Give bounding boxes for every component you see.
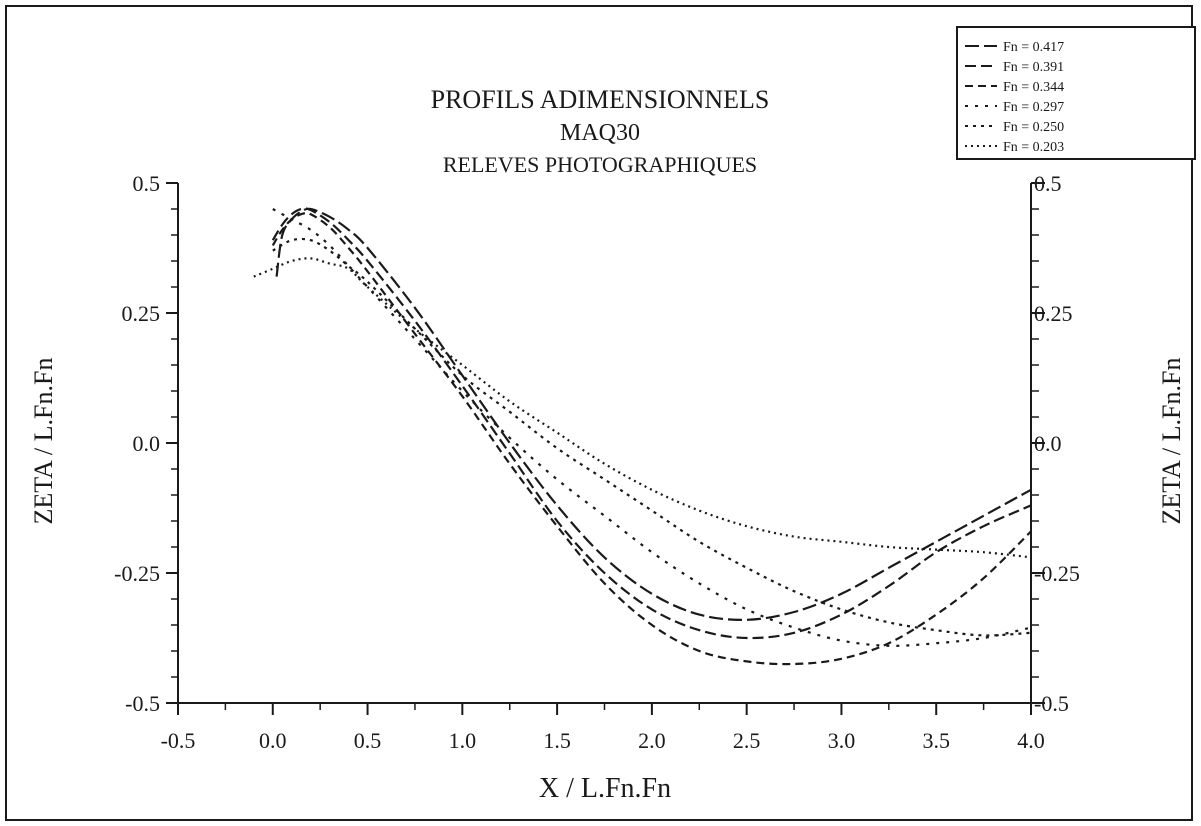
x-axis-label: X / L.Fn.Fn	[539, 773, 671, 804]
chart-title: PROFILS ADIMENSIONNELS	[431, 85, 770, 114]
x-tick-label: 2.0	[638, 728, 666, 753]
x-tick-label: 3.5	[922, 728, 950, 753]
legend-label: Fn = 0.297	[1003, 100, 1064, 115]
y-axis-label-left: ZETA / L.Fn.Fn	[29, 358, 58, 525]
x-tick-label: 2.5	[733, 728, 761, 753]
y-tick-label-right: 0.5	[1034, 171, 1062, 196]
x-tick-label: 1.5	[543, 728, 571, 753]
legend-box	[956, 26, 1196, 160]
series-line-4	[272, 208, 1032, 647]
y-tick-label-right: 0.0	[1034, 431, 1062, 456]
y-tick-label-right: -0.5	[1034, 691, 1069, 716]
x-tick-label: -0.5	[161, 728, 196, 753]
legend-label: Fn = 0.391	[1003, 60, 1064, 75]
y-tick-label-left: 0.5	[133, 171, 161, 196]
x-tick-label: 4.0	[1017, 728, 1045, 753]
series-line-6	[253, 257, 1032, 559]
y-axis-label-right: ZETA / L.Fn.Fn	[1157, 358, 1186, 525]
x-tick-label: 0.0	[259, 728, 287, 753]
legend-label: Fn = 0.417	[1003, 40, 1064, 55]
plot-area: -0.5 0.0 0.5 1.0 1.5 2.0 2.5 3.0 3.5 4.0 0.5 0.5 0.2…	[114, 171, 1080, 753]
legend-label: Fn = 0.203	[1003, 140, 1064, 155]
y-tick-label-left: -0.5	[125, 691, 160, 716]
y-tick-label-left: -0.25	[114, 561, 160, 586]
y-tick-label-left: 0.25	[122, 301, 161, 326]
series-line-2	[271, 207, 1032, 640]
chart-subtitle-2: RELEVES PHOTOGRAPHIQUES	[443, 152, 757, 177]
y-tick-label-left: 0.0	[133, 431, 161, 456]
series-line-3	[271, 211, 1032, 666]
y-tick-label-right: 0.25	[1034, 301, 1073, 326]
x-tick-label: 1.0	[449, 728, 477, 753]
legend-label: Fn = 0.344	[1003, 80, 1064, 95]
x-tick-label: 0.5	[354, 728, 382, 753]
series-line-1	[275, 207, 1032, 621]
legend-label: Fn = 0.250	[1003, 120, 1064, 135]
x-tick-label: 3.0	[828, 728, 856, 753]
series-line-5	[272, 237, 1032, 637]
y-tick-label-right: -0.25	[1034, 561, 1080, 586]
legend: Fn = 0.417 Fn = 0.391 Fn = 0.344 Fn = 0.297…	[956, 26, 1196, 160]
chart-subtitle: MAQ30	[560, 120, 640, 146]
